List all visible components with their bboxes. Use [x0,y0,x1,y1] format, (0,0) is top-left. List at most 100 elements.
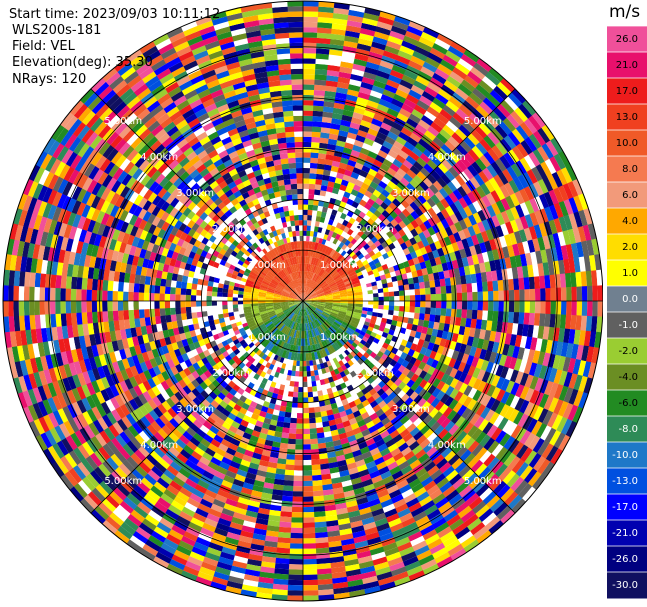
far-field-cell [352,167,362,175]
far-field-cell [8,285,14,301]
far-field-cell [345,25,362,34]
far-field-cell [424,86,439,98]
far-field-cell [398,344,406,352]
far-field-cell [357,262,364,269]
far-field-cell [398,220,407,229]
far-field-cell [355,134,366,143]
far-field-cell [451,242,460,252]
far-field-cell [289,543,303,549]
far-field-cell [514,397,525,412]
far-field-cell [362,290,368,295]
far-field-cell [315,422,323,429]
far-field-cell [325,212,332,220]
far-field-cell [368,250,376,257]
far-field-cell [287,595,303,602]
far-field-cell [344,35,360,44]
far-field-cell [170,280,177,288]
far-field-cell [371,281,377,287]
far-field-cell [159,293,165,301]
far-field-cell [379,11,396,21]
near-field-cell [309,293,317,298]
far-field-cell [369,46,385,56]
far-field-cell [372,141,383,150]
near-field-cell [307,271,311,280]
far-field-cell [499,155,511,170]
far-field-cell [419,288,426,295]
far-field-cell [310,152,319,159]
far-field-cell [529,198,540,213]
near-field-cell [310,297,318,300]
far-field-cell [565,272,572,288]
far-field-cell [384,171,394,181]
far-field-cell [581,286,588,302]
far-field-cell [473,62,489,77]
far-field-cell [308,183,316,190]
near-field-cell [315,266,321,275]
far-field-cell [346,181,356,189]
far-field-cell [55,274,62,289]
far-field-cell [476,282,483,292]
far-field-cell [461,182,472,195]
far-field-cell [409,295,416,302]
far-field-cell [393,305,400,312]
far-field-cell [402,334,410,342]
far-field-cell [500,210,511,224]
far-field-cell [331,209,338,216]
far-field-cell [450,284,457,294]
far-field-cell [316,232,322,238]
far-field-cell [392,239,401,248]
far-field-cell [323,201,330,208]
far-field-cell [123,282,130,292]
near-field-cell [325,302,333,305]
far-field-cell [415,249,423,258]
far-field-cell [322,111,333,119]
near-field-cell [299,353,303,361]
far-field-cell [327,59,342,67]
far-field-cell [443,80,459,93]
far-field-cell [403,311,410,318]
far-field-cell [406,182,416,193]
far-field-cell [562,183,574,200]
far-field-cell [353,58,368,67]
far-field-cell [217,305,223,310]
far-field-cell [396,274,403,281]
far-field-cell [397,203,406,213]
far-field-cell [467,225,476,237]
near-field-cell [322,286,330,291]
far-field-cell [379,259,387,267]
far-field-cell [415,184,426,195]
far-field-cell [440,208,450,219]
far-field-cell [402,346,411,355]
far-field-cell [287,584,303,591]
far-field-cell [386,277,393,284]
far-field-cell [155,277,162,286]
far-field-cell [303,194,309,200]
far-field-cell [380,201,389,210]
far-field-cell [519,215,529,230]
far-field-cell [454,221,463,233]
far-field-cell [405,205,415,215]
far-field-cell [400,255,408,263]
far-field-cell [580,315,587,331]
far-field-cell [532,325,540,339]
far-field-cell [294,454,303,461]
far-field-cell [383,197,393,207]
far-field-cell [389,69,404,80]
far-field-cell [360,233,368,241]
far-field-cell [496,103,511,118]
far-field-cell [360,240,367,247]
far-field-cell [433,321,440,330]
far-field-cell [344,169,353,177]
far-field-cell [330,192,338,200]
far-field-cell [329,236,335,243]
far-field-cell [211,300,217,306]
far-field-cell [530,337,538,351]
far-field-cell [534,288,541,302]
far-field-cell [486,164,498,178]
far-field-cell [446,301,452,309]
far-field-cell [386,222,395,231]
far-field-cell [293,465,303,471]
far-field-cell [424,259,432,268]
far-field-cell [467,164,479,177]
far-field-cell [409,289,415,296]
